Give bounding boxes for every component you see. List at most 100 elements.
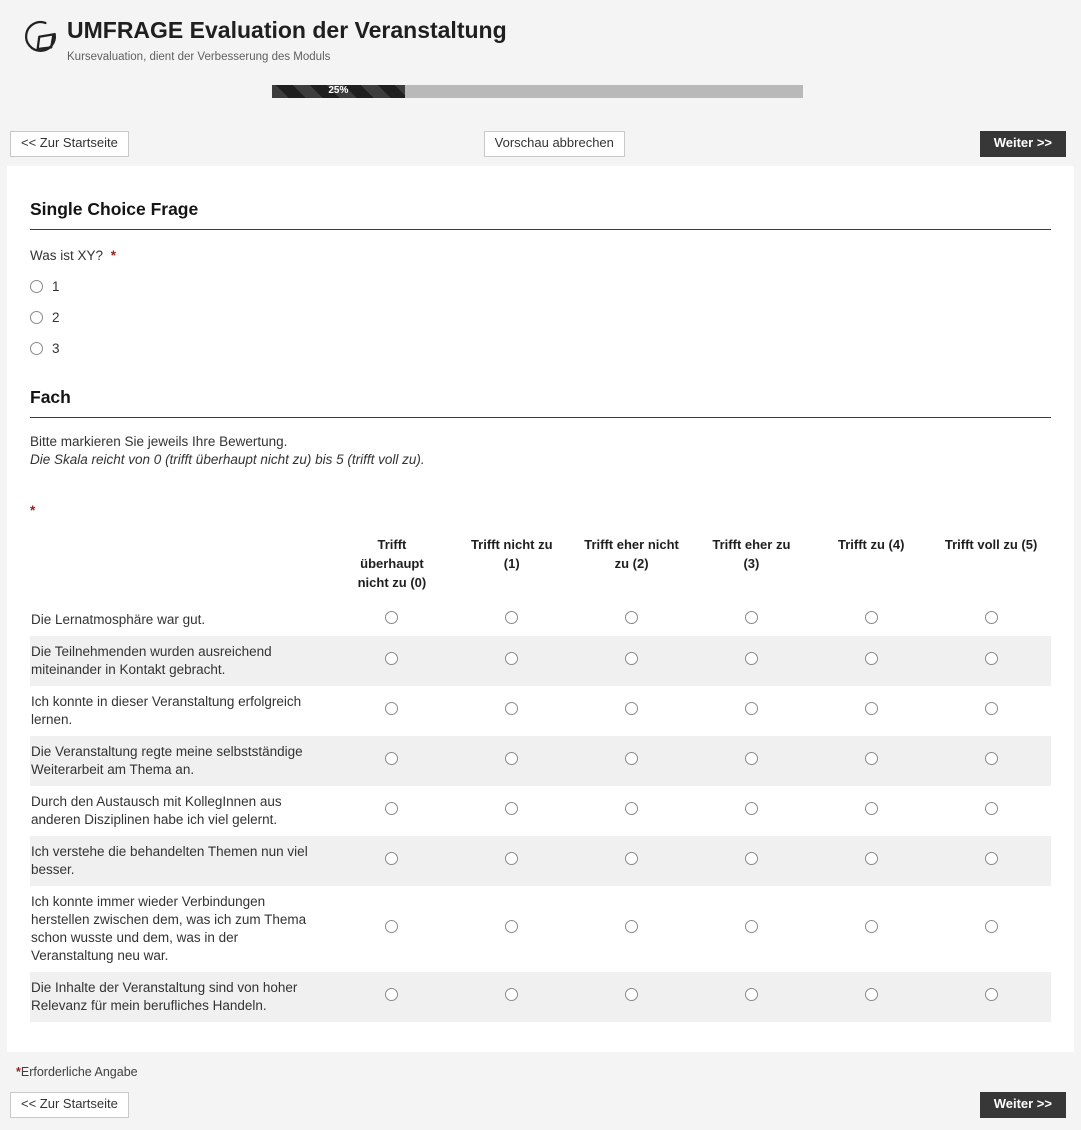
radio-button[interactable]: [744, 611, 758, 625]
matrix-radio-cell: [691, 786, 811, 836]
radio-button[interactable]: [625, 752, 639, 766]
matrix-instruction: Bitte markieren Sie jeweils Ihre Bewertu…: [30, 433, 288, 449]
matrix-radio-cell: [931, 736, 1051, 786]
radio-button[interactable]: [864, 611, 878, 625]
radio-button[interactable]: [505, 852, 519, 865]
matrix-radio-cell: [572, 972, 692, 1022]
radio-button[interactable]: [864, 802, 878, 816]
radio-button[interactable]: [385, 702, 399, 716]
radio-button[interactable]: [505, 611, 519, 625]
next-button[interactable]: Weiter >>: [979, 130, 1067, 157]
radio-button[interactable]: [744, 919, 758, 933]
survey-title: UMFRAGE Evaluation der Veranstaltung: [67, 17, 507, 43]
matrix-scale-note: Die Skala reicht von 0 (trifft überhaupt…: [30, 451, 425, 467]
matrix-row: Die Veranstaltung regte meine selbststän…: [30, 736, 1051, 787]
matrix-radio-cell: [572, 836, 692, 886]
radio-button[interactable]: [505, 802, 519, 816]
radio-button[interactable]: [984, 702, 998, 716]
back-to-start-button[interactable]: << Zur Startseite: [10, 130, 129, 157]
progress-label: 25%: [328, 85, 349, 97]
matrix-radio-cell: [572, 686, 692, 736]
radio-button[interactable]: [984, 987, 998, 1001]
radio-button[interactable]: [30, 279, 43, 293]
matrix-radio-cell: [332, 972, 452, 1022]
radio-button[interactable]: [505, 652, 519, 666]
radio-button[interactable]: [744, 802, 758, 816]
radio-button[interactable]: [30, 341, 43, 355]
radio-button[interactable]: [984, 919, 998, 933]
radio-button[interactable]: [625, 611, 639, 625]
matrix-row-label: Ich konnte in dieser Veranstaltung erfol…: [31, 694, 302, 728]
radio-button[interactable]: [744, 702, 758, 716]
matrix-radio-cell: [332, 786, 452, 836]
radio-button[interactable]: [385, 611, 399, 625]
back-to-start-button-bottom[interactable]: << Zur Startseite: [10, 1091, 129, 1118]
matrix-radio-cell: [332, 836, 452, 886]
matrix-row-label: Ich verstehe die behandelten Themen nun …: [31, 844, 308, 877]
radio-button[interactable]: [984, 752, 998, 766]
matrix-radio-cell: [811, 836, 931, 886]
next-button-bottom[interactable]: Weiter >>: [979, 1091, 1066, 1118]
radio-button[interactable]: [984, 652, 998, 666]
matrix-radio-cell: [572, 736, 692, 786]
question-label: Was ist XY?: [30, 247, 104, 263]
radio-button[interactable]: [625, 652, 639, 666]
cancel-preview-button[interactable]: Vorschau abbrechen: [483, 130, 625, 157]
single-choice-option: 1: [30, 279, 1051, 294]
radio-button[interactable]: [744, 752, 758, 766]
radio-button[interactable]: [30, 310, 43, 324]
radio-button[interactable]: [864, 919, 878, 933]
radio-button[interactable]: [505, 987, 519, 1001]
single-choice-options: 1 2 3: [30, 279, 1051, 356]
radio-button[interactable]: [625, 702, 639, 716]
matrix-row: Ich konnte immer wieder Verbindungen her…: [30, 886, 1051, 972]
radio-button[interactable]: [864, 852, 878, 865]
radio-button[interactable]: [864, 652, 878, 666]
option-label: 1: [52, 278, 60, 294]
radio-button[interactable]: [864, 702, 878, 716]
radio-button[interactable]: [625, 919, 639, 933]
matrix-column-header: Trifft nicht zu (1): [470, 536, 553, 571]
required-note-text: Erforderliche Angabe: [20, 1064, 138, 1079]
radio-button[interactable]: [505, 752, 519, 766]
radio-button[interactable]: [505, 919, 519, 933]
matrix-column-header: Trifft überhaupt nicht zu (0): [357, 536, 427, 590]
matrix-radio-cell: [572, 636, 692, 686]
matrix-radio-cell: [691, 636, 811, 686]
radio-button[interactable]: [744, 987, 758, 1001]
radio-button[interactable]: [505, 702, 519, 716]
radio-button[interactable]: [385, 919, 399, 933]
radio-button[interactable]: [984, 802, 998, 816]
radio-button[interactable]: [744, 652, 758, 666]
radio-button[interactable]: [625, 987, 639, 1001]
radio-button[interactable]: [385, 802, 399, 816]
radio-button[interactable]: [385, 987, 399, 1001]
radio-button[interactable]: [625, 852, 639, 865]
matrix-row: Die Lernatmosphäre war gut.: [30, 604, 1051, 636]
group-title-single-choice: Single Choice Frage: [30, 199, 1051, 230]
matrix-radio-cell: [332, 636, 452, 686]
matrix-radio-cell: [691, 886, 811, 972]
matrix-radio-cell: [572, 886, 692, 972]
radio-button[interactable]: [984, 611, 998, 625]
matrix-corner-cell: [30, 530, 332, 605]
matrix-section: Fach Bitte markieren Sie jeweils Ihre Be…: [30, 387, 1051, 1022]
matrix-radio-cell: [931, 836, 1051, 886]
matrix-radio-cell: [931, 636, 1051, 686]
radio-button[interactable]: [385, 752, 399, 766]
radio-button[interactable]: [744, 852, 758, 865]
matrix-radio-cell: [811, 972, 931, 1022]
radio-button[interactable]: [625, 802, 639, 816]
matrix-radio-cell: [332, 886, 452, 972]
top-nav: << Zur Startseite Vorschau abbrechen Wei…: [0, 130, 1081, 158]
matrix-radio-cell: [691, 604, 811, 636]
matrix-radio-cell: [931, 786, 1051, 836]
radio-button[interactable]: [385, 852, 399, 865]
radio-button[interactable]: [864, 752, 878, 766]
radio-button[interactable]: [385, 652, 399, 666]
matrix-radio-cell: [691, 972, 811, 1022]
matrix-radio-cell: [691, 736, 811, 786]
matrix-radio-cell: [452, 836, 572, 886]
radio-button[interactable]: [984, 852, 998, 865]
radio-button[interactable]: [864, 987, 878, 1001]
